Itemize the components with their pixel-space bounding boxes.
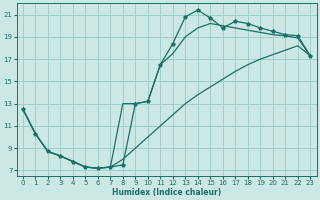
X-axis label: Humidex (Indice chaleur): Humidex (Indice chaleur) bbox=[112, 188, 221, 197]
